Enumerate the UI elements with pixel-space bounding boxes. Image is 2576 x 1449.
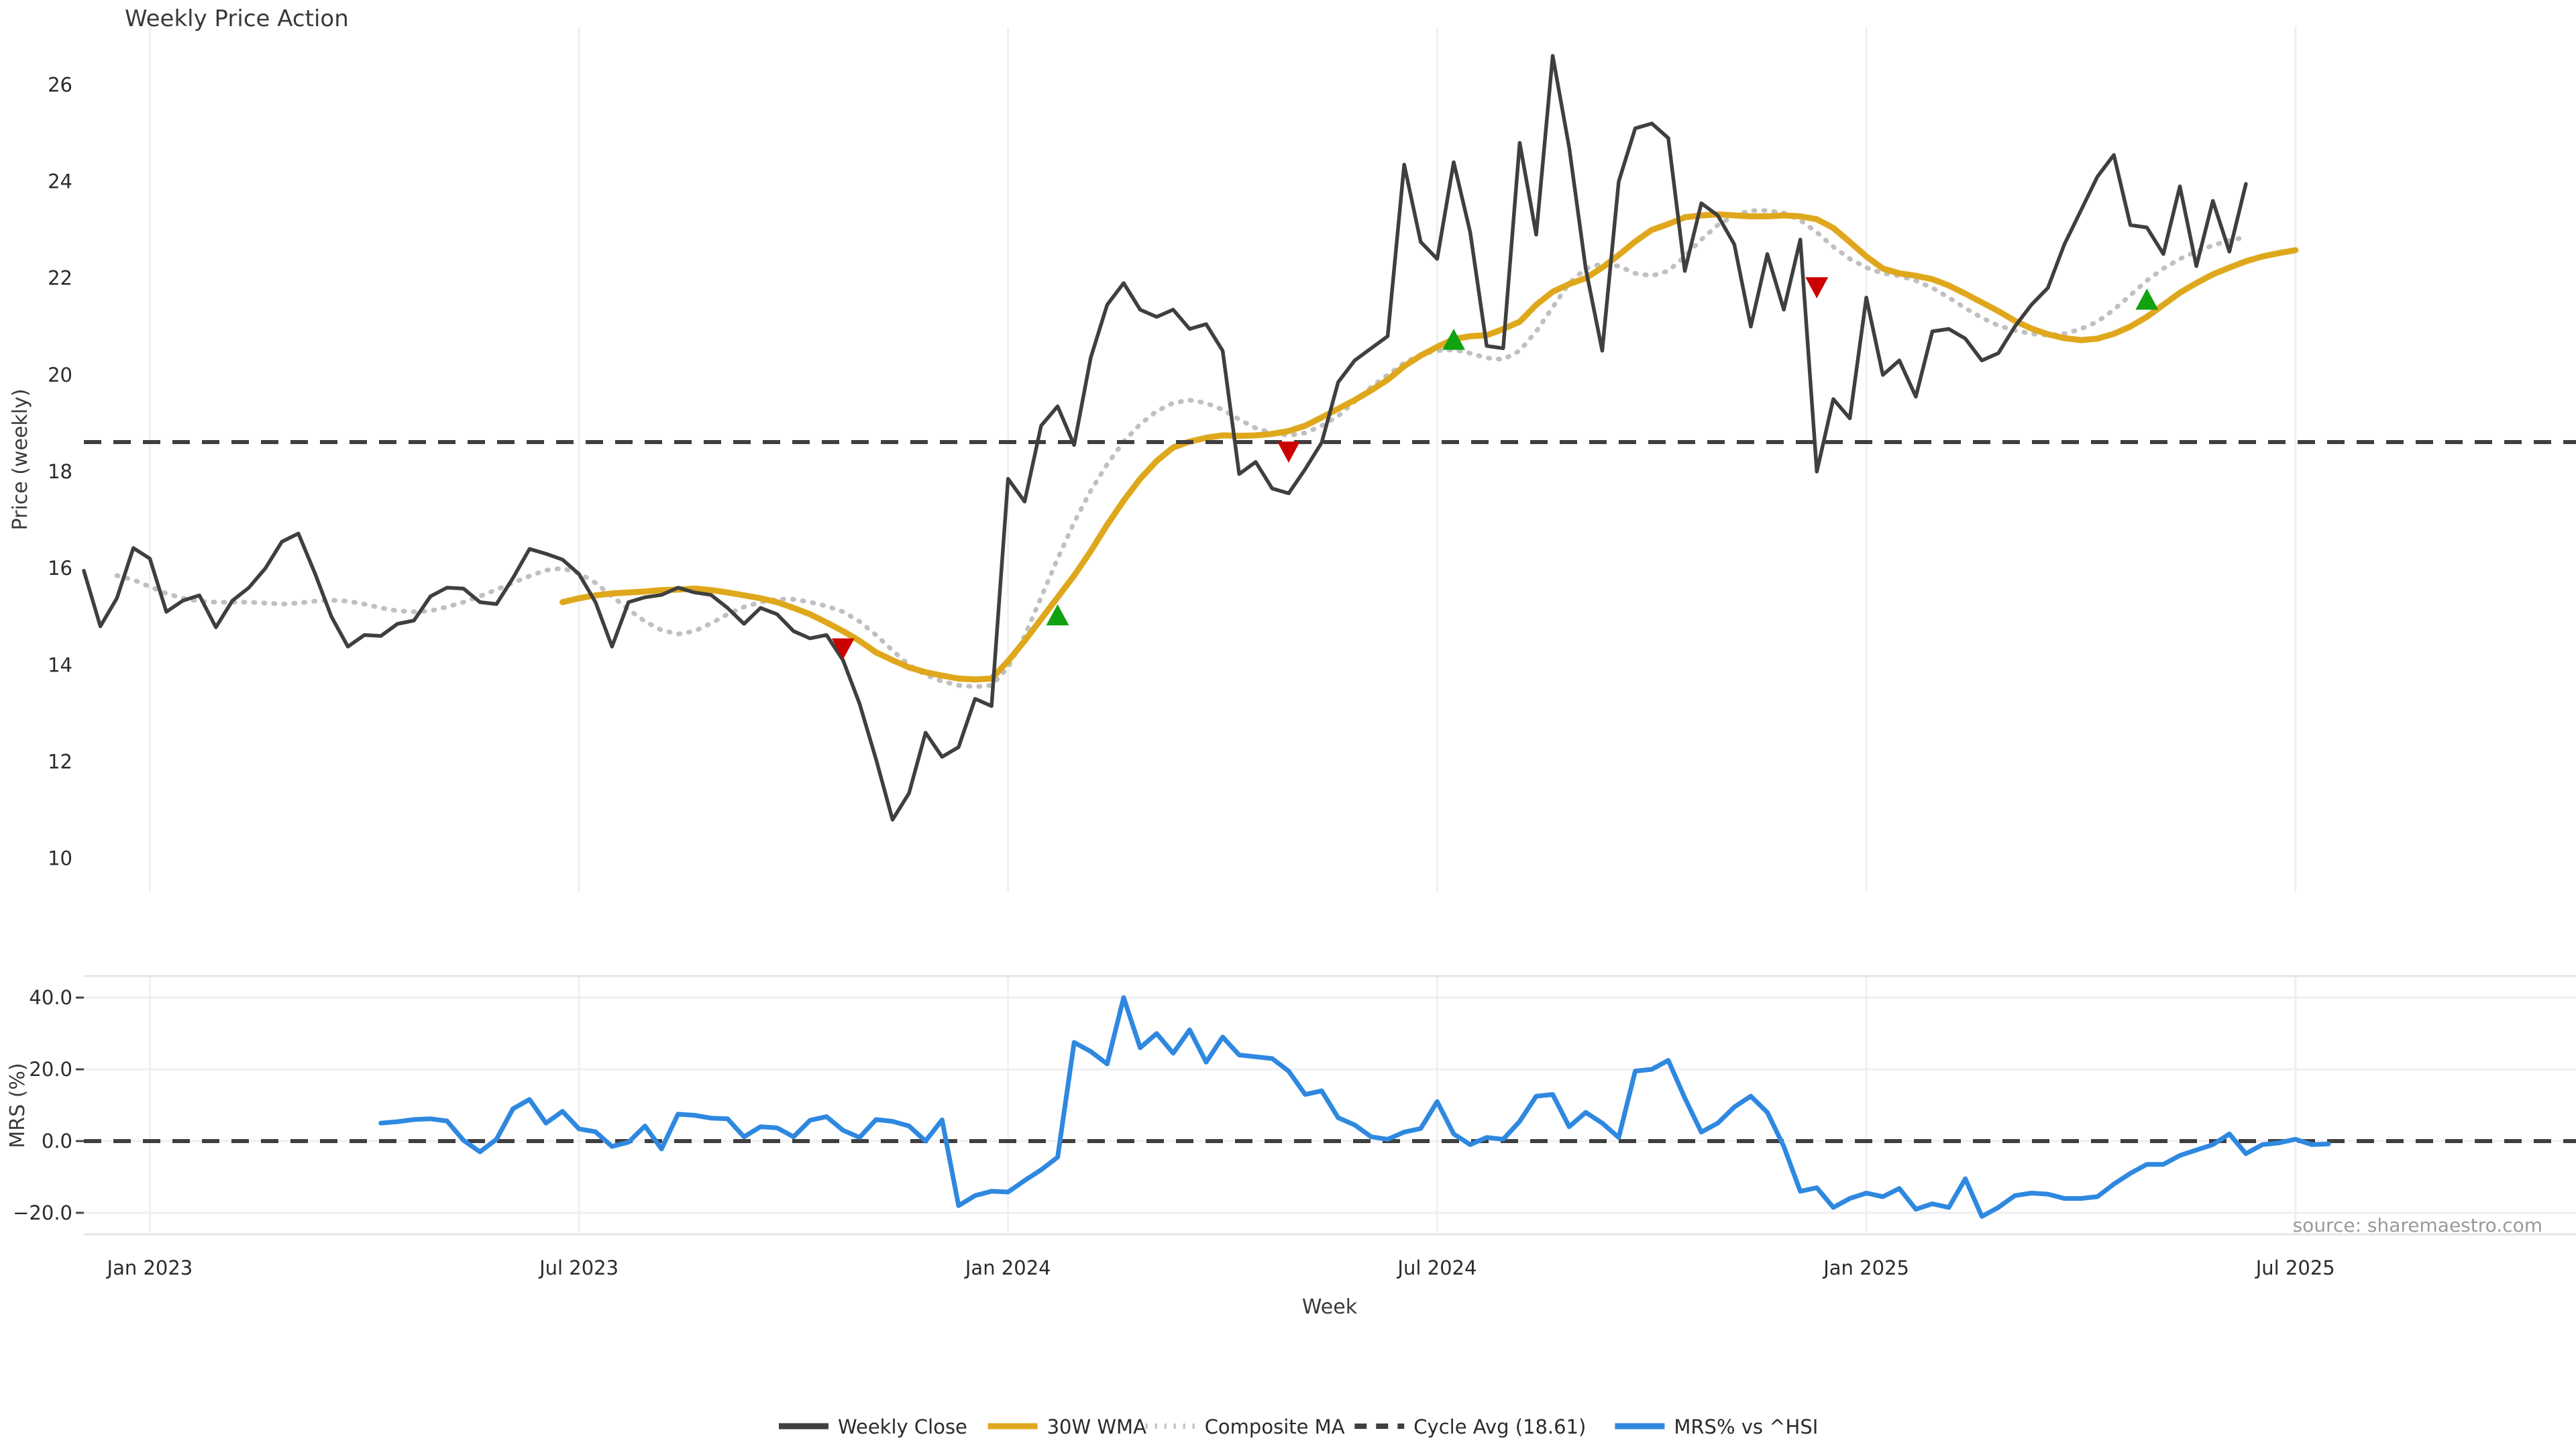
legend-label-2[interactable]: Composite MA [1205, 1415, 1345, 1438]
signal-markers [831, 277, 2159, 660]
xtick-5: Jul 2025 [2255, 1256, 2335, 1279]
price-y-axis-label: Price (weekly) [9, 388, 32, 530]
price-ytick-2: 14 [48, 653, 72, 676]
price-ytick-8: 26 [48, 73, 72, 96]
composite-ma-line [114, 208, 2249, 690]
buy-marker-5[interactable] [2135, 288, 2159, 310]
price-ytick-3: 16 [48, 557, 72, 580]
mrs-ytick-0: −20.0 [13, 1201, 72, 1224]
xtick-1: Jul 2023 [538, 1256, 619, 1279]
legend-label-1[interactable]: 30W WMA [1047, 1415, 1146, 1438]
legend: Weekly Close 30W WMA Composite MA Cycle Avg… [779, 1415, 1818, 1438]
xtick-3: Jul 2024 [1396, 1256, 1477, 1279]
mrs-y-axis-label: MRS (%) [6, 1063, 30, 1148]
mrs-ytick-1: 0.0 [42, 1130, 72, 1152]
axis-labels: 10 12 14 16 18 20 22 24 26 −20.0 0.0 20.0 40.0 Jan 20… [6, 73, 2335, 1319]
mrs-ytick-3: 40.0 [29, 986, 72, 1009]
price-ytick-5: 20 [48, 364, 72, 386]
legend-label-0[interactable]: Weekly Close [838, 1415, 967, 1438]
price-ytick-6: 22 [48, 267, 72, 290]
mrs-line [378, 995, 2331, 1219]
wma-line [559, 211, 2299, 683]
source-watermark: source: sharemaestro.com [2293, 1214, 2542, 1236]
legend-label-4[interactable]: MRS% vs ^HSI [1674, 1415, 1818, 1438]
xtick-0: Jan 2023 [106, 1256, 193, 1279]
price-ytick-1: 12 [48, 750, 72, 773]
price-ytick-0: 10 [48, 847, 72, 870]
mrs-series [84, 995, 2576, 1219]
price-ytick-4: 18 [48, 460, 72, 483]
x-axis-label: Week [1302, 1295, 1358, 1319]
legend-label-3[interactable]: Cycle Avg (18.61) [1413, 1415, 1586, 1438]
price-series [82, 54, 2299, 822]
sell-marker-4[interactable] [1805, 277, 1829, 299]
xtick-4: Jan 2025 [1822, 1256, 1909, 1279]
page-title: Weekly Price Action [125, 5, 349, 32]
buy-marker-1[interactable] [1046, 604, 1069, 626]
buy-marker-3[interactable] [1442, 328, 1466, 350]
sell-marker-0[interactable] [831, 638, 855, 660]
weekly-close-line [82, 54, 2248, 822]
xtick-2: Jan 2024 [964, 1256, 1051, 1279]
watermark: source: sharemaestro.com [2293, 1214, 2542, 1236]
grid-lines [84, 27, 2576, 1236]
sell-marker-2[interactable] [1277, 441, 1300, 463]
mrs-ytick-2: 20.0 [29, 1058, 72, 1081]
price-ytick-7: 24 [48, 170, 72, 193]
